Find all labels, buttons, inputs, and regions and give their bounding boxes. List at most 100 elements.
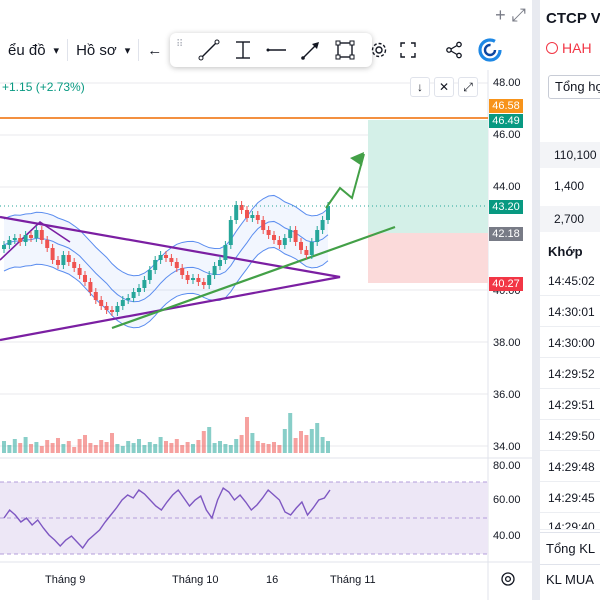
candle-body bbox=[88, 282, 93, 292]
gear-icon bbox=[371, 42, 387, 58]
volume-bar bbox=[142, 445, 147, 453]
candle-body bbox=[250, 215, 255, 218]
time-axis-label: Tháng 10 bbox=[172, 574, 219, 586]
price-tick: 44.00 bbox=[493, 181, 521, 193]
match-time: 14:29:45 bbox=[540, 483, 600, 513]
volume-bar bbox=[299, 431, 303, 453]
time-axis-label: 16 bbox=[266, 574, 279, 586]
volume-bar bbox=[120, 446, 125, 453]
symbol-label: HAH bbox=[546, 40, 592, 56]
price-tag-horizontal-line: 46.58 bbox=[489, 99, 523, 113]
volume-bar bbox=[45, 440, 50, 453]
profile-menu[interactable]: Hồ sơ ▾ bbox=[68, 33, 138, 67]
candle-body bbox=[56, 260, 60, 265]
candle-body bbox=[39, 230, 44, 240]
drawing-toolbar: ⠿ bbox=[170, 33, 372, 67]
volume-bar bbox=[282, 429, 287, 453]
price-chart[interactable] bbox=[0, 70, 532, 600]
candle-body bbox=[282, 238, 287, 245]
collapse-button[interactable]: ✕ bbox=[434, 77, 454, 97]
volume-bar bbox=[7, 445, 12, 453]
fullscreen-button[interactable] bbox=[390, 33, 426, 67]
candle-body bbox=[245, 210, 249, 218]
volume-bar bbox=[2, 441, 6, 453]
candle-body bbox=[45, 240, 50, 248]
candle-body bbox=[110, 310, 114, 312]
indicators-menu[interactable]: ểu đồ ▾ bbox=[0, 33, 67, 67]
support-trendline bbox=[111, 225, 396, 330]
candle-body bbox=[299, 242, 303, 250]
candle-body bbox=[77, 268, 82, 275]
candle-body bbox=[115, 306, 120, 312]
candle-body bbox=[66, 255, 71, 262]
target-zone bbox=[368, 120, 488, 233]
candle-body bbox=[83, 275, 87, 282]
time-axis-label: Tháng 11 bbox=[330, 574, 376, 586]
scroll-down-button[interactable]: ↓ bbox=[410, 77, 430, 97]
candle-body bbox=[196, 278, 201, 282]
match-time: 14:29:48 bbox=[540, 452, 600, 482]
side-panel: CTCP V HAH Tổng họ 110,100 1,400 2,700 K… bbox=[532, 0, 600, 600]
volume-bar bbox=[77, 439, 82, 453]
rectangle-tool[interactable] bbox=[328, 35, 362, 65]
brand-logo-icon bbox=[478, 38, 502, 62]
volume-bar bbox=[88, 443, 93, 453]
undo-button[interactable]: ← bbox=[139, 33, 170, 67]
bollinger-lower bbox=[3, 246, 329, 329]
candle-body bbox=[223, 245, 228, 260]
volume-bar bbox=[110, 433, 114, 453]
time-axis-label: Tháng 9 bbox=[45, 574, 86, 586]
settings-button[interactable] bbox=[368, 33, 390, 67]
volume-bar bbox=[196, 440, 201, 453]
chart-settings-button[interactable] bbox=[500, 571, 516, 592]
volume-bar bbox=[72, 447, 77, 453]
candlestick-series bbox=[2, 201, 330, 316]
volume-bar bbox=[126, 441, 131, 453]
arrow-line-tool[interactable] bbox=[294, 35, 328, 65]
indicators-menu-label: ểu đồ bbox=[8, 41, 46, 59]
volume-bar bbox=[169, 443, 174, 453]
total-volume-label: Tổng KL bbox=[546, 541, 596, 556]
clock-icon bbox=[546, 42, 558, 54]
match-time: 14:29:50 bbox=[540, 421, 600, 451]
expand-icon[interactable]: ⤢ bbox=[511, 5, 526, 25]
volume-bar bbox=[185, 442, 190, 453]
match-time: 14:30:01 bbox=[540, 297, 600, 327]
volume-bar bbox=[56, 438, 60, 453]
divider bbox=[540, 532, 600, 533]
candle-body bbox=[288, 230, 293, 238]
candle-body bbox=[239, 205, 244, 210]
share-button[interactable] bbox=[436, 33, 472, 67]
price-tag-entry: 42.18 bbox=[489, 227, 523, 241]
maximize-pane-button[interactable]: ⤢ bbox=[458, 77, 478, 97]
horizontal-line-tool[interactable] bbox=[260, 35, 294, 65]
volume-bar bbox=[245, 417, 249, 453]
drag-handle-icon[interactable]: ⠿ bbox=[176, 39, 184, 50]
volume-bar bbox=[29, 444, 33, 453]
chart-panel[interactable]: + ⤢ ểu đồ ▾ Hồ sơ ▾ ← ⠿ bbox=[0, 0, 532, 600]
profile-menu-label: Hồ sơ bbox=[76, 41, 117, 59]
orderbook-row: 110,100 bbox=[540, 142, 600, 168]
company-name: CTCP V bbox=[546, 10, 600, 27]
match-time: 14:29:51 bbox=[540, 390, 600, 420]
volume-bar bbox=[83, 435, 87, 453]
rsi-tick: 60.00 bbox=[493, 494, 521, 506]
rsi-tick: 40.00 bbox=[493, 530, 521, 542]
toolbar-divider bbox=[67, 39, 69, 61]
plus-icon[interactable]: + bbox=[495, 5, 506, 25]
candle-body bbox=[272, 235, 276, 240]
vertical-measure-tool[interactable] bbox=[226, 35, 260, 65]
orderbook-row: 2,700 bbox=[540, 206, 600, 232]
volume-bar bbox=[207, 427, 212, 453]
candle-body bbox=[201, 282, 206, 285]
buy-volume-label: KL MUA bbox=[546, 572, 594, 587]
candle-body bbox=[2, 245, 6, 249]
brand-logo-button[interactable] bbox=[472, 33, 508, 67]
settings-circle-icon bbox=[501, 572, 515, 586]
candle-body bbox=[255, 215, 260, 220]
overview-tab-button[interactable]: Tổng họ bbox=[548, 75, 600, 99]
trend-line-tool[interactable] bbox=[192, 35, 226, 65]
volume-bar bbox=[304, 435, 309, 453]
share-icon bbox=[446, 41, 462, 59]
candle-body bbox=[142, 280, 147, 288]
